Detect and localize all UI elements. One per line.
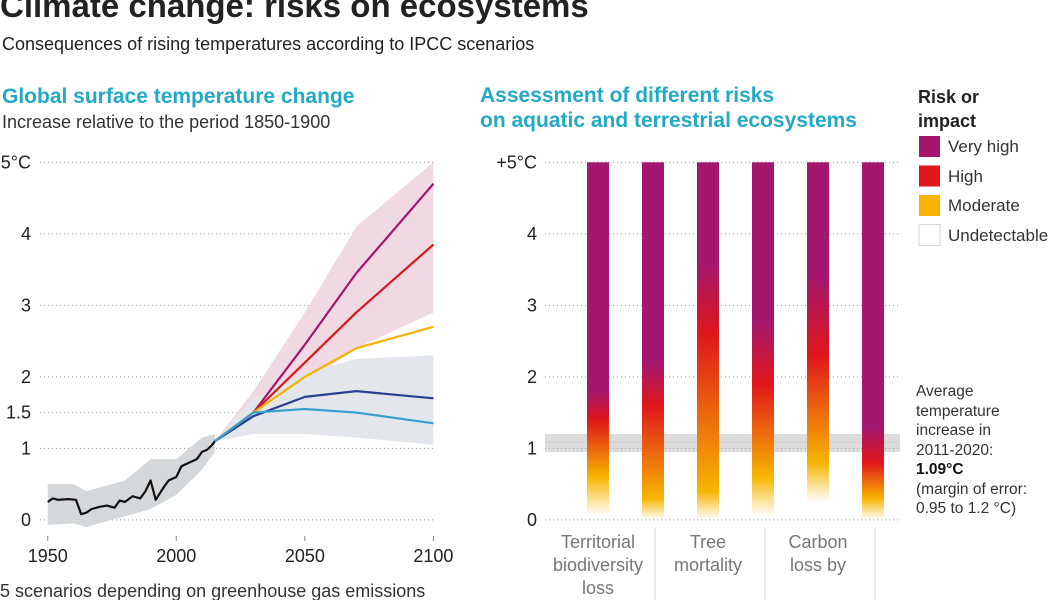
y-tick-label: 1 xyxy=(527,438,537,458)
legend-label: Very high xyxy=(948,137,1019,156)
legend-swatch xyxy=(919,136,940,157)
ember-bar xyxy=(642,162,664,520)
legend-label: Undetectable xyxy=(948,225,1049,245)
series-line xyxy=(214,407,434,443)
y-tick-label: +5°C xyxy=(496,152,537,172)
range-band xyxy=(214,162,434,442)
legend-title: Risk or impact xyxy=(918,87,980,131)
legend-swatch xyxy=(919,165,940,187)
y-tick-label: 3 xyxy=(527,295,537,315)
series-line xyxy=(47,440,216,516)
series-line xyxy=(214,390,434,443)
annotation: Average temperature increase in 2011-202… xyxy=(916,382,1054,519)
x-tick-label: 1950 xyxy=(28,546,68,566)
ember-bar xyxy=(807,162,829,520)
legend-label: High xyxy=(948,166,983,186)
range-band xyxy=(47,434,215,527)
range-band xyxy=(214,355,434,445)
ember-bar xyxy=(862,162,884,520)
ember-bar xyxy=(587,162,609,520)
y-tick-label: 1.5 xyxy=(6,403,31,423)
y-tick-label: +5°C xyxy=(0,152,31,172)
left-subtitle: Increase relative to the period 1850-190… xyxy=(2,112,330,132)
ember-bar xyxy=(697,162,719,520)
right-title-line: on aquatic and terrestrial ecosystems xyxy=(480,109,857,132)
x-tick-label: 2000 xyxy=(156,546,196,566)
legend-swatch xyxy=(918,224,941,246)
page-subtitle: Consequences of rising temperatures acco… xyxy=(2,34,534,54)
legend-label: Moderate xyxy=(948,196,1020,215)
y-tick-label: 1 xyxy=(21,438,31,458)
y-tick-label: 2 xyxy=(527,367,537,387)
page-title: Climate change: risks on ecosystems xyxy=(0,0,589,24)
annotation-text: Average temperature increase in 2011-202… xyxy=(916,383,1000,459)
left-title: Global surface temperature change xyxy=(2,85,354,108)
y-tick-label: 0 xyxy=(21,510,31,530)
legend-swatch xyxy=(919,195,940,216)
y-tick-label: 2 xyxy=(21,367,31,387)
category-label: Carbon loss by xyxy=(788,532,848,575)
annotation-text: (margin of error: 0.95 to 1.2 °C) xyxy=(916,480,1028,518)
category-label: Territorial biodiversity loss xyxy=(552,532,644,598)
footnote: 5 scenarios depending on greenhouse gas … xyxy=(0,581,425,600)
y-tick-label: 4 xyxy=(21,224,31,244)
y-tick-label: 4 xyxy=(527,224,537,244)
ember-bar xyxy=(752,162,774,520)
y-tick-label: 0 xyxy=(527,510,537,530)
x-tick-label: 2050 xyxy=(285,546,325,566)
right-title: Assessment of different risks on aquatic… xyxy=(480,83,857,133)
x-tick-label: 2100 xyxy=(413,546,453,566)
annotation-value: 1.09°C xyxy=(916,461,964,478)
y-tick-label: 3 xyxy=(21,295,31,315)
category-label: Tree mortality xyxy=(673,532,742,575)
right-title-line: Assessment of different risks xyxy=(480,84,775,107)
